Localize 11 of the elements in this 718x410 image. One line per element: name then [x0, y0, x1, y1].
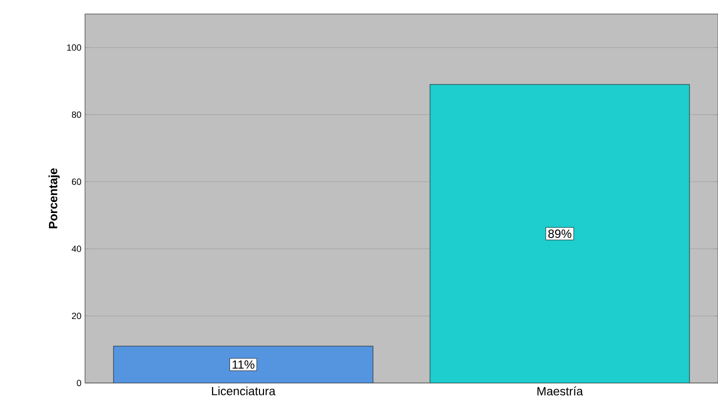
data-label: 11% [232, 360, 254, 369]
y-tick-label: 80 [72, 111, 82, 118]
x-tick-label: Licenciatura [212, 386, 276, 396]
y-axis-title: Porcentaje [48, 168, 60, 228]
y-tick-label: 60 [72, 178, 82, 185]
data-label: 89% [548, 229, 572, 238]
y-tick-label: 100 [67, 44, 82, 51]
y-tick-label: 40 [72, 246, 82, 252]
y-tick-label: 0 [76, 380, 82, 386]
y-tick-label: 20 [72, 312, 82, 320]
x-tick-label: Maestría [537, 386, 583, 396]
